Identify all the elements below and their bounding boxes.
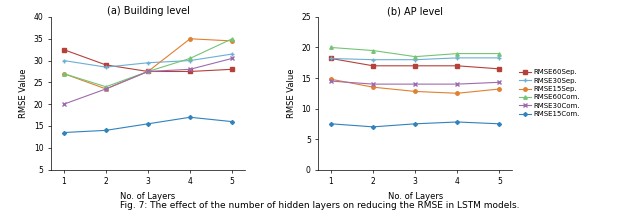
RMSE15Com. (412, 123, 419, 125)
RMSE60Com. (454, 52, 461, 55)
Legend: RMSE60Sep., RMSE30Sep., RMSE15Sep., RMSE60Com., RMSE30Com., RMSE15Com.: RMSE60Sep., RMSE30Sep., RMSE15Sep., RMSE… (517, 68, 581, 119)
RMSE60Sep. (495, 68, 503, 70)
RMSE15Sep. (60, 72, 68, 75)
Text: Fig. 7: The effect of the number of hidden layers on reducing the RMSE in LSTM m: Fig. 7: The effect of the number of hidd… (120, 201, 520, 210)
RMSE30Com. (327, 80, 335, 82)
RMSE60Com. (144, 70, 152, 73)
RMSE15Sep. (495, 88, 503, 90)
RMSE30Sep. (144, 61, 152, 64)
RMSE30Com. (102, 88, 109, 90)
Line: RMSE15Com.: RMSE15Com. (63, 116, 234, 134)
Title: (b) AP level: (b) AP level (387, 6, 443, 16)
RMSE30Com. (369, 83, 377, 85)
Line: RMSE15Com.: RMSE15Com. (330, 121, 500, 128)
Line: RMSE30Com.: RMSE30Com. (61, 56, 234, 106)
RMSE15Com. (327, 123, 335, 125)
RMSE60Sep. (454, 64, 461, 67)
RMSE15Com. (186, 116, 194, 119)
RMSE30Com. (144, 70, 152, 73)
RMSE30Sep. (454, 57, 461, 59)
RMSE30Com. (60, 103, 68, 105)
Line: RMSE30Sep.: RMSE30Sep. (328, 55, 502, 62)
RMSE15Sep. (369, 86, 377, 88)
RMSE60Sep. (369, 64, 377, 67)
RMSE30Com. (495, 81, 503, 84)
RMSE60Sep. (60, 48, 68, 51)
RMSE60Com. (60, 72, 68, 75)
RMSE60Sep. (102, 64, 109, 66)
RMSE30Com. (228, 57, 236, 60)
RMSE30Sep. (412, 59, 419, 61)
X-axis label: No. of Layers: No. of Layers (388, 192, 443, 201)
RMSE30Sep. (102, 66, 109, 68)
Line: RMSE30Sep.: RMSE30Sep. (61, 52, 235, 70)
RMSE30Sep. (228, 53, 236, 55)
RMSE60Sep. (327, 57, 335, 60)
RMSE60Sep. (228, 68, 236, 71)
RMSE60Com. (102, 85, 109, 88)
RMSE15Com. (454, 121, 461, 123)
RMSE15Com. (144, 123, 152, 125)
RMSE60Com. (495, 52, 503, 55)
RMSE15Sep. (228, 40, 236, 42)
RMSE15Com. (60, 131, 68, 134)
X-axis label: No. of Layers: No. of Layers (120, 192, 175, 201)
Y-axis label: RMSE Value: RMSE Value (19, 68, 28, 118)
RMSE15Sep. (454, 92, 461, 95)
RMSE60Com. (369, 49, 377, 52)
RMSE15Sep. (144, 70, 152, 73)
Line: RMSE60Com.: RMSE60Com. (62, 37, 234, 88)
RMSE30Sep. (327, 57, 335, 60)
Line: RMSE60Sep.: RMSE60Sep. (329, 57, 501, 71)
RMSE60Sep. (412, 64, 419, 67)
RMSE30Com. (412, 83, 419, 85)
RMSE15Sep. (412, 90, 419, 93)
Line: RMSE30Com.: RMSE30Com. (329, 79, 502, 86)
RMSE30Com. (186, 68, 194, 71)
Title: (a) Building level: (a) Building level (107, 6, 189, 16)
RMSE30Com. (454, 83, 461, 85)
RMSE30Sep. (495, 57, 503, 59)
RMSE60Com. (327, 46, 335, 49)
RMSE60Com. (412, 55, 419, 58)
Line: RMSE60Sep.: RMSE60Sep. (62, 48, 234, 73)
RMSE15Com. (102, 129, 109, 132)
RMSE60Sep. (144, 70, 152, 73)
RMSE15Sep. (186, 38, 194, 40)
RMSE30Sep. (369, 59, 377, 61)
RMSE15Com. (228, 120, 236, 123)
RMSE60Sep. (186, 70, 194, 73)
RMSE30Sep. (186, 59, 194, 62)
Line: RMSE60Com.: RMSE60Com. (329, 46, 501, 58)
Line: RMSE15Sep.: RMSE15Sep. (62, 37, 234, 91)
RMSE15Com. (495, 123, 503, 125)
RMSE15Sep. (102, 88, 109, 90)
RMSE60Com. (186, 57, 194, 60)
RMSE15Sep. (327, 78, 335, 81)
RMSE15Com. (369, 126, 377, 128)
Line: RMSE15Sep.: RMSE15Sep. (329, 78, 501, 95)
Y-axis label: RMSE Value: RMSE Value (287, 68, 296, 118)
RMSE60Com. (228, 38, 236, 40)
RMSE30Sep. (60, 59, 68, 62)
